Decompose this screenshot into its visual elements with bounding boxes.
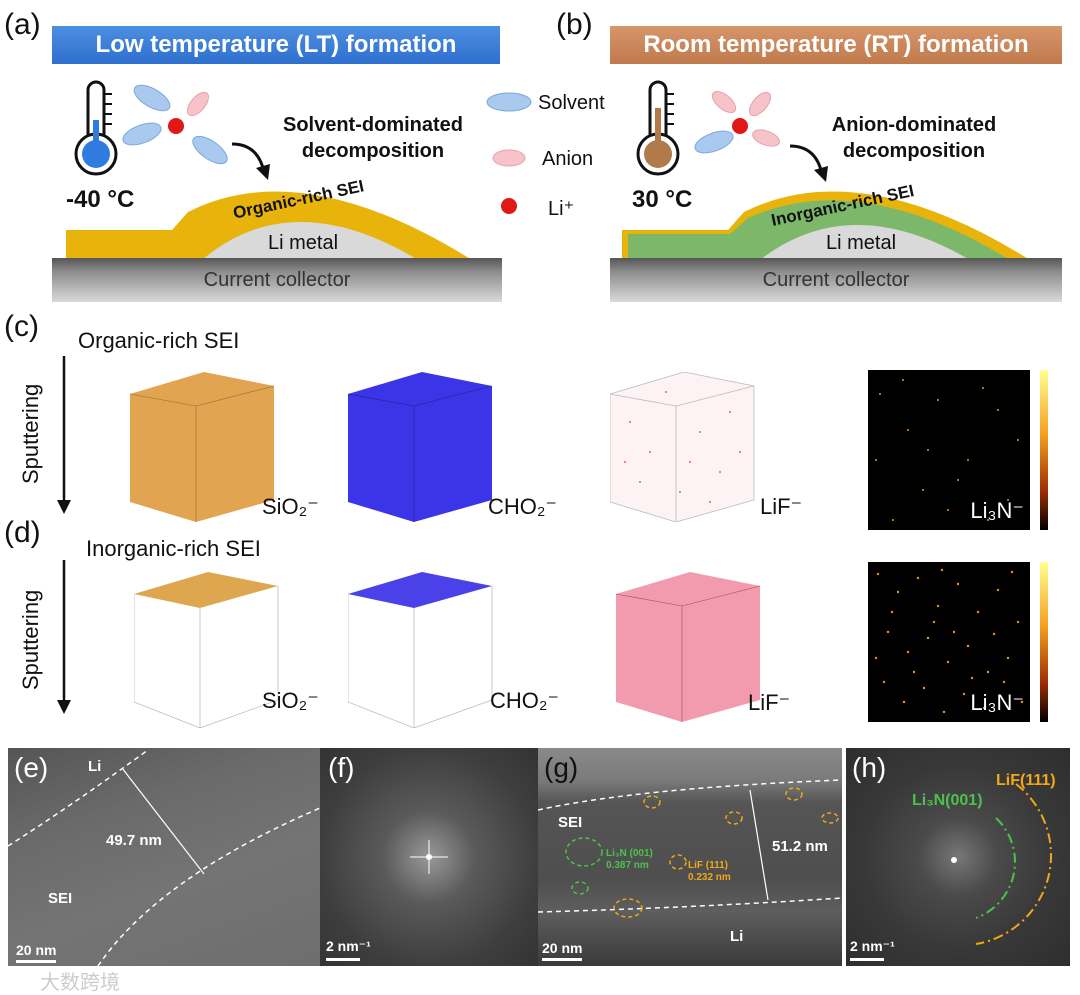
h-scale-label: 2 nm⁻¹ bbox=[850, 938, 895, 954]
rt-li-metal-label: Li metal bbox=[826, 232, 897, 254]
panel-label-c: (c) bbox=[4, 310, 39, 343]
watermark: 大数跨境 bbox=[40, 972, 120, 994]
lt-solvation-cluster bbox=[122, 84, 228, 165]
lt-decomposition-text: Solvent-dominated decomposition bbox=[282, 114, 463, 162]
lt-arrow-icon bbox=[231, 142, 270, 180]
organic-sei-title: Organic-rich SEI bbox=[78, 328, 240, 353]
sputtering-label-d: Sputtering bbox=[18, 589, 43, 690]
sputtering-label-c: Sputtering bbox=[18, 383, 43, 484]
tem-image-e: (e) Li 49.7 nm SEI 20 nm bbox=[8, 748, 320, 966]
ion-label-lif-c: LiF⁻ bbox=[760, 494, 803, 519]
cube-sio2-d bbox=[134, 572, 279, 728]
tem-image-g: (g) SEI Li₃N (001) 0.387 nm LiF (111) 0.23… bbox=[538, 748, 842, 966]
heatmap-li3n-d: Li₃N⁻ bbox=[868, 562, 1030, 722]
e-thickness-label: 49.7 nm bbox=[106, 832, 162, 849]
panel-label-f: (f) bbox=[328, 752, 355, 783]
ion-label-cho2-d: CHO₂⁻ bbox=[490, 688, 560, 713]
panel-label-b: (b) bbox=[556, 8, 593, 41]
legend-icons bbox=[486, 92, 532, 214]
ion-label-li3n-c: Li₃N⁻ bbox=[970, 498, 1024, 523]
h-li3n-label: Li₃N(001) bbox=[912, 792, 983, 809]
ion-label-sio2-d: SiO₂⁻ bbox=[262, 688, 319, 713]
cube-cho2-c bbox=[348, 372, 493, 522]
g-li-label: Li bbox=[730, 928, 744, 945]
g-lif-label: LiF (111) 0.232 nm bbox=[688, 860, 731, 883]
panel-label-a: (a) bbox=[4, 8, 41, 41]
lt-formation-banner: Low temperature (LT) formation bbox=[52, 26, 500, 64]
g-scale-label: 20 nm bbox=[542, 940, 583, 956]
rt-arrow-icon bbox=[789, 144, 828, 182]
thermometer-warm-icon bbox=[636, 80, 680, 176]
g-li3n-label: Li₃N (001) 0.387 nm bbox=[606, 848, 653, 871]
f-scale-label: 2 nm⁻¹ bbox=[326, 938, 371, 954]
ion-label-cho2-c: CHO₂⁻ bbox=[488, 494, 558, 519]
h-lif-label: LiF(111) bbox=[996, 772, 1056, 789]
h-scale-bar bbox=[850, 958, 884, 961]
cube-cho2-d bbox=[348, 572, 493, 728]
e-sei-label: SEI bbox=[48, 890, 73, 907]
ion-label-li3n-d: Li₃N⁻ bbox=[970, 690, 1024, 715]
rt-temperature: 30 °C bbox=[632, 186, 693, 213]
f-scale-bar bbox=[326, 958, 360, 961]
heatmap-li3n-c: Li₃N⁻ bbox=[868, 370, 1030, 530]
panel-label-g: (g) bbox=[544, 752, 579, 783]
lt-current-collector: Current collector bbox=[52, 258, 502, 302]
rt-solvation-cluster bbox=[694, 91, 780, 154]
e-li-label: Li bbox=[88, 758, 102, 775]
cube-sio2-c bbox=[130, 372, 275, 522]
panel-label-e: (e) bbox=[14, 752, 49, 783]
thermometer-cold-icon bbox=[74, 80, 118, 176]
colorbar-d bbox=[1040, 562, 1048, 722]
cube-lif-d bbox=[616, 572, 761, 722]
inorganic-sei-title: Inorganic-rich SEI bbox=[86, 536, 261, 561]
rt-current-collector: Current collector bbox=[610, 258, 1062, 302]
cube-lif-c bbox=[610, 372, 755, 522]
panel-label-d: (d) bbox=[4, 516, 41, 549]
ion-label-sio2-c: SiO₂⁻ bbox=[262, 494, 319, 519]
sputtering-arrow-c bbox=[57, 356, 71, 514]
lt-temperature: -40 °C bbox=[66, 186, 135, 213]
e-scale-label: 20 nm bbox=[16, 942, 57, 958]
g-sei-label: SEI bbox=[558, 814, 583, 831]
lt-sei-diagram bbox=[66, 191, 472, 260]
legend-anion: Anion bbox=[542, 148, 594, 170]
legend-solvent: Solvent bbox=[538, 92, 605, 114]
g-scale-bar bbox=[542, 958, 582, 961]
panel-label-h: (h) bbox=[852, 752, 887, 783]
fft-image-f: (f) 2 nm⁻¹ bbox=[320, 748, 538, 966]
e-scale-bar bbox=[16, 960, 56, 963]
fft-image-h: (h) Li₃N(001) LiF(111) 2 nm⁻¹ bbox=[846, 748, 1070, 966]
sputtering-arrow-d bbox=[57, 560, 71, 714]
rt-sei-diagram bbox=[622, 191, 1030, 260]
g-thickness-label: 51.2 nm bbox=[772, 838, 828, 855]
ion-label-lif-d: LiF⁻ bbox=[748, 690, 791, 715]
rt-decomposition-text: Anion-dominated decomposition bbox=[831, 114, 997, 162]
rt-formation-banner: Room temperature (RT) formation bbox=[610, 26, 1062, 64]
colorbar-c bbox=[1040, 370, 1048, 530]
lt-li-metal-label: Li metal bbox=[268, 232, 339, 254]
legend-li-ion: Li⁺ bbox=[548, 198, 575, 220]
